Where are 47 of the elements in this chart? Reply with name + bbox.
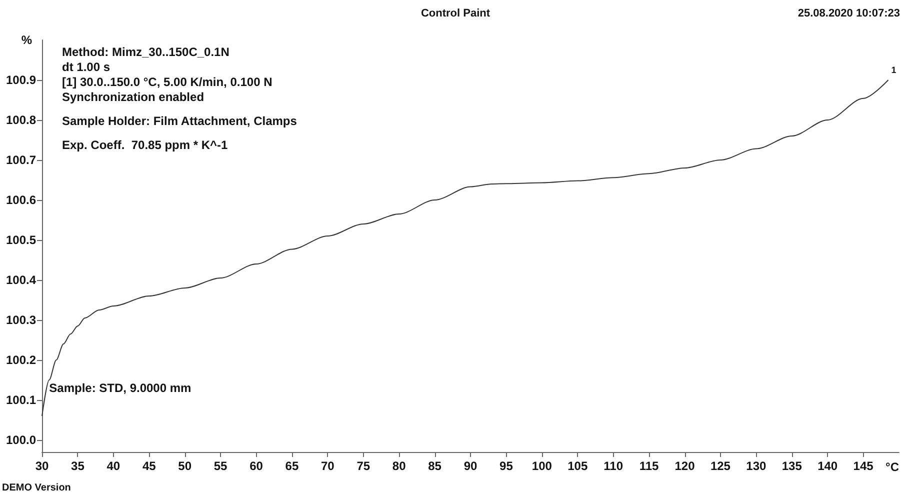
x-tick-label: 75 bbox=[356, 459, 370, 473]
x-tick-label: 65 bbox=[285, 459, 299, 473]
annotation: Sample: STD, 9.0000 mm bbox=[49, 381, 192, 395]
x-tick-label: 90 bbox=[464, 459, 478, 473]
x-tick-label: 120 bbox=[674, 459, 696, 473]
x-tick-label: 60 bbox=[250, 459, 264, 473]
x-tick-label: 70 bbox=[320, 459, 335, 473]
x-tick-label: 40 bbox=[106, 459, 120, 473]
x-tick-label: 95 bbox=[500, 459, 514, 473]
y-tick-label: 100.9 bbox=[6, 73, 36, 87]
y-tick-label: 100.7 bbox=[6, 153, 36, 167]
x-tick-label: 30 bbox=[35, 459, 49, 473]
chart-title: Control Paint bbox=[420, 8, 490, 20]
x-tick-label: 135 bbox=[782, 459, 802, 473]
x-tick-label: 35 bbox=[71, 459, 85, 473]
x-tick-label: 45 bbox=[142, 459, 156, 473]
y-tick-label: 100.6 bbox=[6, 193, 36, 207]
x-tick-label: 50 bbox=[178, 459, 192, 473]
annotation: 1 bbox=[891, 65, 896, 75]
y-tick-label: 100.1 bbox=[6, 393, 36, 407]
y-tick-label: 100.4 bbox=[6, 273, 36, 287]
x-tick-label: 145 bbox=[853, 459, 874, 473]
annotation: Synchronization enabled bbox=[62, 90, 204, 104]
x-tick-label: 80 bbox=[392, 459, 406, 473]
y-axis-title: % bbox=[21, 33, 32, 47]
y-tick-label: 100.0 bbox=[6, 433, 36, 447]
x-tick-label: 125 bbox=[710, 459, 731, 473]
x-tick-label: 105 bbox=[568, 459, 588, 473]
x-axis-title: °C bbox=[886, 460, 900, 474]
chart-subtitle: 25.08.2020 10:07:23 bbox=[798, 8, 900, 20]
y-tick-label: 100.8 bbox=[6, 113, 36, 127]
x-tick-label: 55 bbox=[214, 459, 228, 473]
x-tick-label: 130 bbox=[746, 459, 766, 473]
y-tick-label: 100.2 bbox=[6, 353, 36, 367]
annotation: Method: Mimz_30..150C_0.1N bbox=[62, 45, 230, 59]
annotation: Sample Holder: Film Attachment, Clamps bbox=[62, 114, 298, 128]
x-tick-label: 100 bbox=[532, 459, 552, 473]
x-tick-label: 140 bbox=[818, 459, 838, 473]
text: DEMO Version bbox=[2, 482, 71, 494]
x-tick-label: 115 bbox=[639, 459, 660, 473]
annotation: dt 1.00 s bbox=[62, 60, 110, 74]
x-tick-label: 110 bbox=[604, 459, 624, 473]
annotation: Exp. Coeff. 70.85 ppm * K^-1 bbox=[62, 138, 228, 152]
y-tick-label: 100.5 bbox=[6, 233, 36, 247]
annotation: [1] 30.0..150.0 °C, 5.00 K/min, 0.100 N bbox=[62, 75, 272, 89]
x-tick-label: 85 bbox=[428, 459, 442, 473]
y-tick-label: 100.3 bbox=[6, 313, 36, 327]
